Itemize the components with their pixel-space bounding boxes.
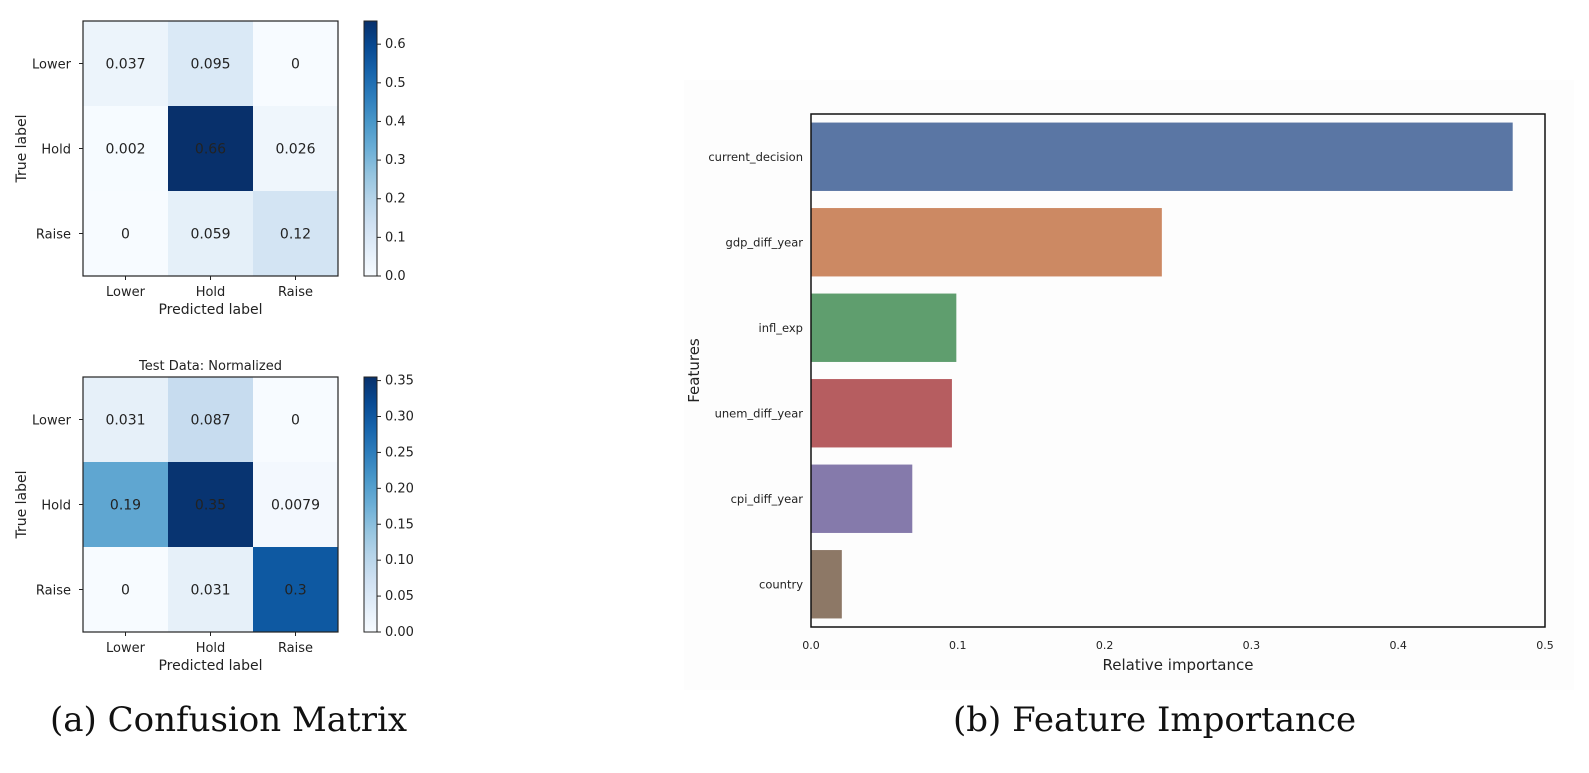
cm2-colorbar xyxy=(363,376,378,633)
cm2-colorbar-tick-label: 0.25 xyxy=(385,445,414,460)
cm1-cell-label-2-2: 0.12 xyxy=(280,227,311,243)
bar-infl_exp xyxy=(811,293,957,362)
cm1-cell-1-2 xyxy=(253,106,338,191)
xtick-label: 0.4 xyxy=(1389,639,1407,652)
cm2-colorbar-tick-label: 0.00 xyxy=(385,625,414,640)
cm1-cell-label-1-0: 0.002 xyxy=(105,142,145,158)
bar-unem_diff_year xyxy=(811,379,952,448)
cm2-cell-0-2 xyxy=(253,377,338,462)
cm1-cell-0-0 xyxy=(83,21,168,106)
cm1-colorbar-tick-label: 0.2 xyxy=(385,192,406,207)
cm1-xlabel: Predicted label xyxy=(158,302,262,318)
cm1-colorbar-tick-label: 0.4 xyxy=(385,114,406,129)
cm1-colorbar-tick-label: 0.6 xyxy=(385,37,406,52)
bar-gdp_diff_year xyxy=(811,208,1162,277)
cm1-cell-label-0-2: 0 xyxy=(291,57,300,73)
xtick-label: 0.0 xyxy=(802,639,820,652)
cm2-cell-2-1 xyxy=(168,547,253,632)
cm2-cell-label-2-0: 0 xyxy=(121,583,130,599)
feature-importance-chart: current_decision gdp_diff_year infl_expune… xyxy=(685,113,1554,674)
cm2-cell-1-1 xyxy=(168,462,253,547)
cm2-frame xyxy=(82,376,339,633)
cm1-row-label: Lower xyxy=(32,58,72,73)
cm1-cell-label-2-1: 0.059 xyxy=(190,227,230,243)
cm1-cell-label-1-2: 0.026 xyxy=(275,142,315,158)
cm1-cell-0-2 xyxy=(253,21,338,106)
cm1-cell-2-2 xyxy=(253,191,338,276)
cm2-cell-label-2-1: 0.031 xyxy=(190,583,230,599)
cm1-colorbar-tick-label: 0.5 xyxy=(385,76,406,91)
cm2-cell-1-0 xyxy=(83,462,168,547)
cm1-col-label: Lower xyxy=(106,285,146,300)
cm2-colorbar-tick-label: 0.20 xyxy=(385,481,414,496)
cm2-col-label: Lower xyxy=(106,641,146,656)
cm2-cell-label-0-0: 0.031 xyxy=(105,413,145,429)
ytick-label-country: country xyxy=(759,577,803,591)
cm2-cell-label-0-1: 0.087 xyxy=(190,413,230,429)
cm1-cell-label-1-1: 0.66 xyxy=(195,142,226,158)
cm2-col-label: Raise xyxy=(278,641,313,656)
cm2-cell-0-0 xyxy=(83,377,168,462)
cm2-cell-2-0 xyxy=(83,547,168,632)
caption-feature-importance: (b) Feature Importance xyxy=(953,700,1357,740)
cm2-title: Test Data: Normalized xyxy=(138,359,282,374)
cm2-cell-label-1-0: 0.19 xyxy=(110,498,141,514)
cm2-cell-label-0-2: 0 xyxy=(291,413,300,429)
cm1-ylabel: True label xyxy=(14,114,30,183)
plot-frame xyxy=(810,113,1546,628)
xtick-label: 0.2 xyxy=(1096,639,1114,652)
x-axis-label: Relative importance xyxy=(1103,656,1254,674)
caption-confusion-matrix: (a) Confusion Matrix xyxy=(50,700,408,740)
xtick-label: 0.3 xyxy=(1243,639,1261,652)
cm1-row-label: Raise xyxy=(36,228,71,243)
cm2-cell-1-2 xyxy=(253,462,338,547)
cm1-cell-label-2-0: 0 xyxy=(121,227,130,243)
cm2-xlabel: Predicted label xyxy=(158,658,262,674)
cm1-col-label: Raise xyxy=(278,285,313,300)
cm1-colorbar-tick-label: 0.3 xyxy=(385,153,406,168)
y-axis-label: Features xyxy=(685,338,703,403)
cm2-row-label: Raise xyxy=(36,584,71,599)
cm2-row-label: Hold xyxy=(41,499,71,514)
cm1-row-label: Hold xyxy=(41,143,71,158)
ytick-label-infl_exp: infl_exp xyxy=(759,321,803,335)
cm1-colorbar xyxy=(363,20,378,277)
cm2-colorbar-tick-label: 0.30 xyxy=(385,410,414,425)
cm1-col-label: Hold xyxy=(196,285,226,300)
confusion-matrix-test: Test Data: Normalized 0.031 0.087 0 Lower 0.1… xyxy=(14,359,414,674)
cm1-cell-0-1 xyxy=(168,21,253,106)
cm1-colorbar-tick-label: 0.0 xyxy=(385,269,406,284)
cm2-cell-label-1-2: 0.0079 xyxy=(271,498,320,514)
ytick-label-gdp_diff_year: gdp_diff_year xyxy=(726,235,804,249)
xtick-label: 0.1 xyxy=(949,639,967,652)
cm1-cell-2-1 xyxy=(168,191,253,276)
cm2-colorbar-tick-label: 0.10 xyxy=(385,553,414,568)
bar-cpi_diff_year xyxy=(811,464,913,533)
cm2-col-label: Hold xyxy=(196,641,226,656)
cm1-cell-label-0-1: 0.095 xyxy=(190,57,230,73)
ytick-label-current_decision: current_decision xyxy=(708,150,803,164)
cm2-ylabel: True label xyxy=(14,470,30,539)
cm2-cell-label-1-1: 0.35 xyxy=(195,498,226,514)
ytick-label-cpi_diff_year: cpi_diff_year xyxy=(731,492,804,506)
cm2-cell-2-2 xyxy=(253,547,338,632)
xtick-label: 0.5 xyxy=(1536,639,1554,652)
cm2-cell-0-1 xyxy=(168,377,253,462)
cm2-colorbar-tick-label: 0.35 xyxy=(385,374,414,389)
bar-country xyxy=(811,550,842,619)
bar-current_decision xyxy=(811,122,1513,191)
cm1-frame xyxy=(82,20,339,277)
cm2-cell-label-2-2: 0.3 xyxy=(284,583,306,599)
cm1-colorbar-tick-label: 0.1 xyxy=(385,230,406,245)
confusion-matrix-train: 0.037 0.095 0 Lower 0.002 0.66 0.026 Hold 0 0.059… xyxy=(14,20,406,318)
cm1-cell-1-1 xyxy=(168,106,253,191)
cm2-colorbar-tick-label: 0.05 xyxy=(385,589,414,604)
cm2-row-label: Lower xyxy=(32,414,72,429)
cm1-cell-2-0 xyxy=(83,191,168,276)
cm1-cell-label-0-0: 0.037 xyxy=(105,57,145,73)
ytick-label-unem_diff_year: unem_diff_year xyxy=(715,406,804,420)
cm1-cell-1-0 xyxy=(83,106,168,191)
cm2-colorbar-tick-label: 0.15 xyxy=(385,517,414,532)
